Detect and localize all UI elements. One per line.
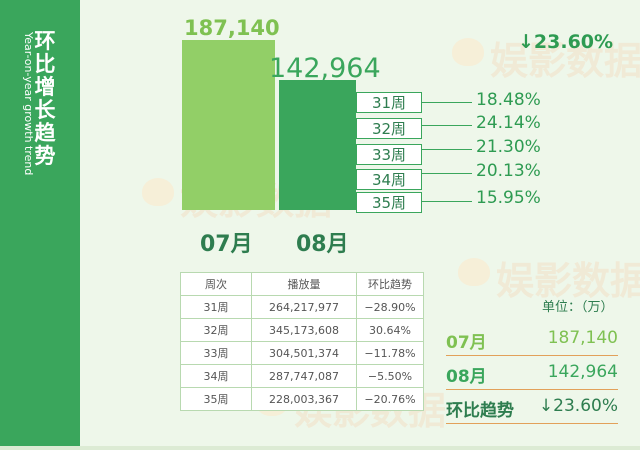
table-cell: 264,217,977 bbox=[251, 295, 357, 319]
weekly-table: 周次 播放量 环比趋势 31周 264,217,977 −28.90% 32周 … bbox=[180, 272, 424, 411]
footer-line bbox=[0, 446, 640, 450]
table-header: 周次 bbox=[180, 272, 252, 296]
summary-value: 187,140 bbox=[547, 328, 618, 348]
table-header: 播放量 bbox=[251, 272, 357, 296]
table-cell: 32周 bbox=[180, 318, 252, 342]
table-cell: 304,501,374 bbox=[251, 341, 357, 365]
table-cell: 31周 bbox=[180, 295, 252, 319]
week-label: 33周 bbox=[356, 144, 422, 165]
table-cell: 345,173,608 bbox=[251, 318, 357, 342]
week-share: 15.95% bbox=[476, 188, 541, 208]
category-label-07: 07月 bbox=[200, 232, 253, 257]
week-label: 32周 bbox=[356, 118, 422, 139]
table-row: 31周 264,217,977 −28.90% bbox=[180, 295, 424, 319]
week-label: 34周 bbox=[356, 169, 422, 190]
bar-value-07: 187,140 bbox=[184, 16, 280, 40]
watermark: 娱影数据 bbox=[496, 259, 640, 303]
summary-label: 环比趋势 bbox=[446, 401, 514, 421]
week-share: 24.14% bbox=[476, 113, 541, 133]
summary-row: 08月 142,964 bbox=[446, 358, 618, 388]
table-cell: −20.76% bbox=[356, 387, 424, 411]
table-cell: −28.90% bbox=[356, 295, 424, 319]
table-cell: −5.50% bbox=[356, 364, 424, 388]
table-header: 环比趋势 bbox=[356, 272, 424, 296]
sidebar-title: 环比增长趋势 bbox=[34, 29, 56, 168]
bar-08 bbox=[279, 80, 356, 210]
week-label: 35周 bbox=[356, 192, 422, 213]
summary-row: 07月 187,140 bbox=[446, 324, 618, 354]
table-row: 32周 345,173,608 30.64% bbox=[180, 318, 424, 342]
week-share: 18.48% bbox=[476, 90, 541, 110]
summary-label: 07月 bbox=[446, 333, 487, 353]
table-cell: 30.64% bbox=[356, 318, 424, 342]
table-cell: 35周 bbox=[180, 387, 252, 411]
table-row: 35周 228,003,367 −20.76% bbox=[180, 387, 424, 411]
table-row: 34周 287,747,087 −5.50% bbox=[180, 364, 424, 388]
leader-line bbox=[422, 102, 472, 103]
watermark-logo-icon bbox=[452, 38, 484, 66]
week-share: 21.30% bbox=[476, 137, 541, 157]
leader-line bbox=[422, 125, 472, 126]
summary-value: 142,964 bbox=[547, 362, 618, 382]
summary-row: 环比趋势 ↓23.60% bbox=[446, 392, 618, 422]
watermark: 娱影数据 bbox=[490, 39, 640, 83]
table-cell: −11.78% bbox=[356, 341, 424, 365]
watermark-logo-icon bbox=[142, 178, 174, 206]
divider bbox=[446, 355, 618, 356]
leader-line bbox=[422, 201, 472, 202]
divider bbox=[446, 389, 618, 390]
leader-line bbox=[422, 173, 472, 174]
week-label: 31周 bbox=[356, 92, 422, 113]
table-cell: 33周 bbox=[180, 341, 252, 365]
table-cell: 34周 bbox=[180, 364, 252, 388]
summary-label: 08月 bbox=[446, 367, 487, 387]
unit-label: 单位：（万） bbox=[542, 300, 614, 315]
sidebar-subtitle: Year-on-year growth trend bbox=[22, 32, 35, 176]
table-cell: 228,003,367 bbox=[251, 387, 357, 411]
sidebar: 环比增长趋势 Year-on-year growth trend bbox=[0, 0, 80, 450]
leader-line bbox=[422, 149, 472, 150]
table-header-row: 周次 播放量 环比趋势 bbox=[180, 272, 424, 296]
week-share: 20.13% bbox=[476, 161, 541, 181]
category-label-08: 08月 bbox=[296, 232, 349, 257]
bar-07 bbox=[182, 40, 275, 210]
summary-value: ↓23.60% bbox=[538, 396, 618, 416]
table-row: 33周 304,501,374 −11.78% bbox=[180, 341, 424, 365]
trend-value: ↓23.60% bbox=[518, 31, 614, 53]
divider bbox=[446, 423, 618, 424]
bar-value-08: 142,964 bbox=[269, 53, 381, 84]
watermark-logo-icon bbox=[458, 258, 490, 286]
table-cell: 287,747,087 bbox=[251, 364, 357, 388]
